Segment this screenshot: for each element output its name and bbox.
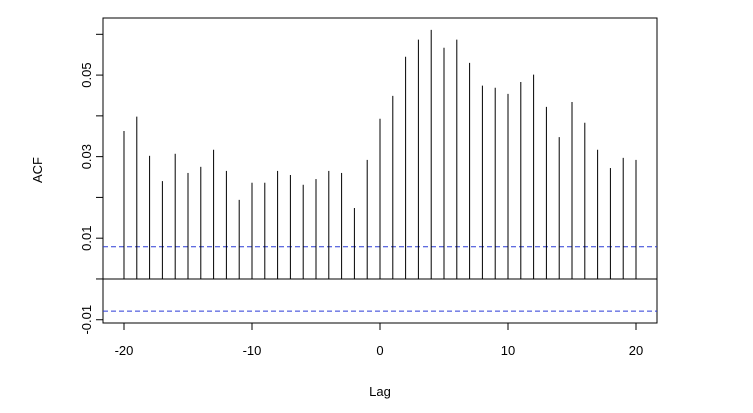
x-axis-title: Lag: [369, 384, 391, 399]
x-tick-label: -20: [115, 343, 134, 358]
y-tick-label: -0.01: [79, 305, 94, 335]
y-tick-label: 0.01: [79, 226, 94, 251]
x-tick-label: -10: [243, 343, 262, 358]
y-tick-label: 0.03: [79, 144, 94, 169]
y-tick-label: 0.05: [79, 62, 94, 87]
x-tick-label: 0: [376, 343, 383, 358]
x-tick-label: 20: [629, 343, 643, 358]
x-tick-label: 10: [501, 343, 515, 358]
y-axis-title: ACF: [30, 157, 45, 183]
